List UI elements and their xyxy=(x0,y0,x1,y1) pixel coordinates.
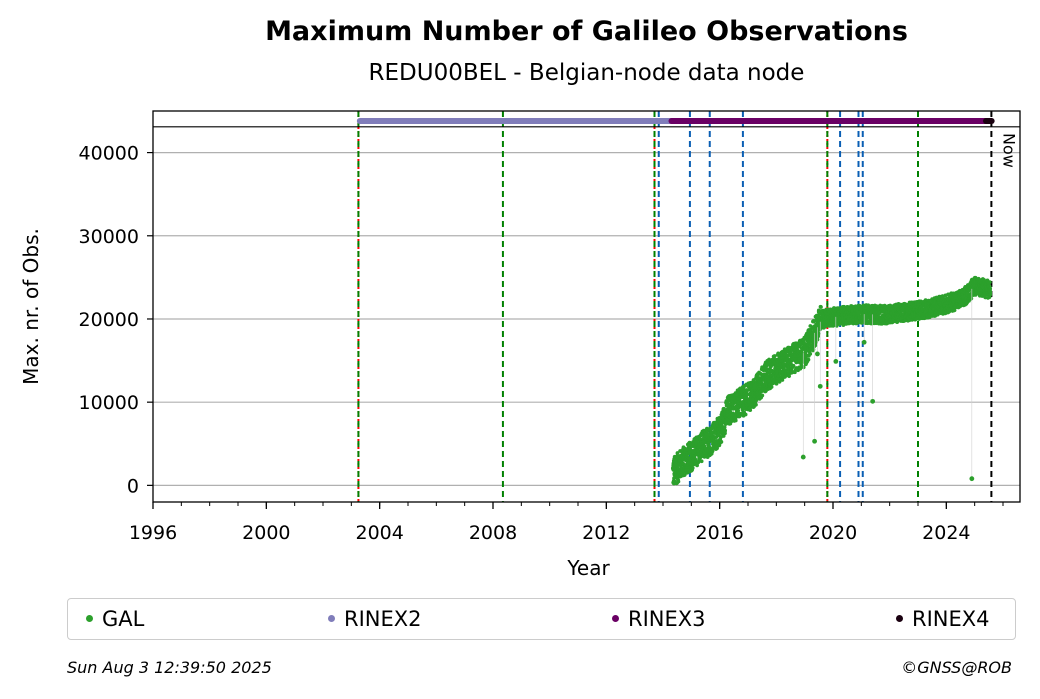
gal-point xyxy=(690,466,695,470)
y-tick-label-0: 0 xyxy=(127,475,139,497)
gal-point xyxy=(722,425,727,430)
gal-point xyxy=(988,290,993,295)
gal-outlier-3 xyxy=(815,351,820,357)
gal-point xyxy=(753,402,758,407)
x-tick-label-2004: 2004 xyxy=(355,522,403,544)
legend-label-rinex2: RINEX2 xyxy=(344,607,422,631)
gal-point xyxy=(801,365,806,370)
gal-point xyxy=(760,393,765,398)
gal-outlier-0 xyxy=(800,454,806,460)
legend-item-rinex3: RINEX3 xyxy=(612,605,706,633)
x-tick-label-2024: 2024 xyxy=(922,522,970,544)
x-axis-label: Year xyxy=(566,556,610,580)
footer-copyright: ©GNSS@ROB xyxy=(901,658,1012,677)
chart-title: Maximum Number of Galileo Observations xyxy=(265,16,908,47)
gal-point xyxy=(780,378,785,382)
gal-point xyxy=(806,357,811,362)
gal-point xyxy=(745,392,750,397)
gal-point xyxy=(987,280,992,285)
gal-point xyxy=(791,363,796,368)
plot-frame xyxy=(152,110,1021,503)
gal-outlier-4 xyxy=(833,359,839,364)
gal-outlier-7 xyxy=(969,476,975,482)
gal-point xyxy=(715,446,719,451)
gal-point xyxy=(710,449,715,453)
legend-label-rinex3: RINEX3 xyxy=(628,607,706,631)
gal-point xyxy=(764,367,769,371)
gal-point xyxy=(719,440,724,444)
gal-point xyxy=(696,449,701,453)
x-tick-label-2008: 2008 xyxy=(469,522,517,544)
gal-outlier-1 xyxy=(812,438,817,444)
now-label: Now xyxy=(999,133,1018,168)
y-axis-label: Max. nr. of Obs. xyxy=(19,228,43,385)
legend-label-gal: GAL xyxy=(102,607,145,631)
y-tick-label-30000: 30000 xyxy=(79,226,139,248)
gal-outlier-2 xyxy=(817,383,823,389)
gal-point xyxy=(816,331,821,336)
x-tick-label-2020: 2020 xyxy=(809,522,857,544)
gal-outlier-5 xyxy=(870,398,876,404)
y-tick-label-10000: 10000 xyxy=(79,392,139,414)
legend-item-rinex4: RINEX4 xyxy=(896,605,990,633)
gal-point xyxy=(743,412,748,417)
footer-timestamp: Sun Aug 3 12:39:50 2025 xyxy=(67,658,272,677)
legend-marker-gal xyxy=(86,614,93,622)
gal-series xyxy=(670,275,993,486)
legend-item-rinex2: RINEX2 xyxy=(328,605,422,633)
y-tick-label-20000: 20000 xyxy=(79,309,139,331)
legend-marker-rinex3 xyxy=(612,614,619,622)
legend-label-rinex4: RINEX4 xyxy=(912,607,990,631)
gal-outlier-6 xyxy=(861,339,867,345)
x-tick-label-1996: 1996 xyxy=(129,522,177,544)
legend-item-gal: GAL xyxy=(86,605,144,633)
gal-point xyxy=(703,446,708,451)
x-tick-label-2012: 2012 xyxy=(582,522,630,544)
chart-subtitle: REDU00BEL - Belgian-node data node xyxy=(368,60,805,86)
legend: GAL RINEX2 RINEX3 RINEX4 xyxy=(67,598,1016,640)
x-tick-label-2000: 2000 xyxy=(242,522,290,544)
gal-point xyxy=(808,352,813,356)
gal-point xyxy=(736,408,741,413)
y-tick-label-40000: 40000 xyxy=(79,143,139,165)
gal-point xyxy=(772,354,777,358)
legend-marker-rinex2 xyxy=(328,614,335,622)
gal-point xyxy=(675,451,680,455)
gal-point xyxy=(819,305,823,309)
gal-point xyxy=(723,429,727,433)
x-tick-label-2016: 2016 xyxy=(695,522,743,544)
legend-marker-rinex4 xyxy=(896,614,903,622)
gal-point xyxy=(707,445,711,450)
gal-point xyxy=(788,351,793,355)
gal-point xyxy=(969,296,974,301)
gal-point xyxy=(733,418,738,423)
gal-point xyxy=(952,308,957,313)
gal-point xyxy=(769,385,774,389)
gal-point xyxy=(787,374,791,379)
gal-point xyxy=(676,479,681,484)
gal-point xyxy=(748,408,753,412)
gal-point xyxy=(699,459,704,464)
